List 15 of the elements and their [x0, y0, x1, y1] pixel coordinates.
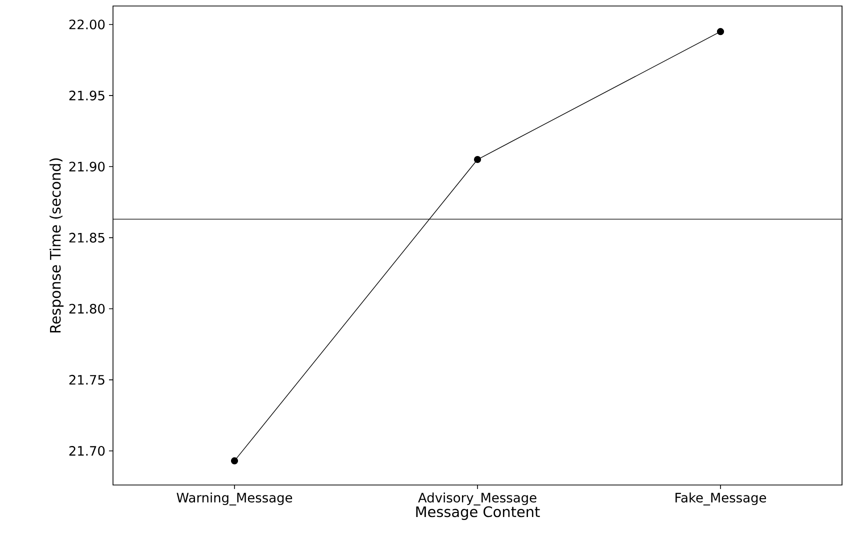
x-tick-label: Advisory_Message: [418, 492, 536, 506]
x-tick-label: Fake_Message: [676, 492, 766, 506]
y-tick-label: 21.90: [69, 162, 105, 172]
y-tick-label: 21.80: [69, 304, 105, 314]
y-tick-label: 22.00: [69, 20, 105, 30]
y-tick-label: 21.75: [69, 374, 104, 385]
y-tick-label: 21.95: [69, 90, 104, 100]
y-axis-title: Response Time (second): [50, 158, 64, 332]
point: [716, 28, 724, 36]
y-tick-label: 21.85: [69, 232, 104, 243]
point: [474, 156, 482, 164]
y-tick-label: 21.70: [69, 446, 105, 456]
x-axis-title: Message Content: [416, 506, 540, 520]
x-tick-label: Warning_Message: [176, 492, 292, 506]
point: [230, 457, 238, 464]
